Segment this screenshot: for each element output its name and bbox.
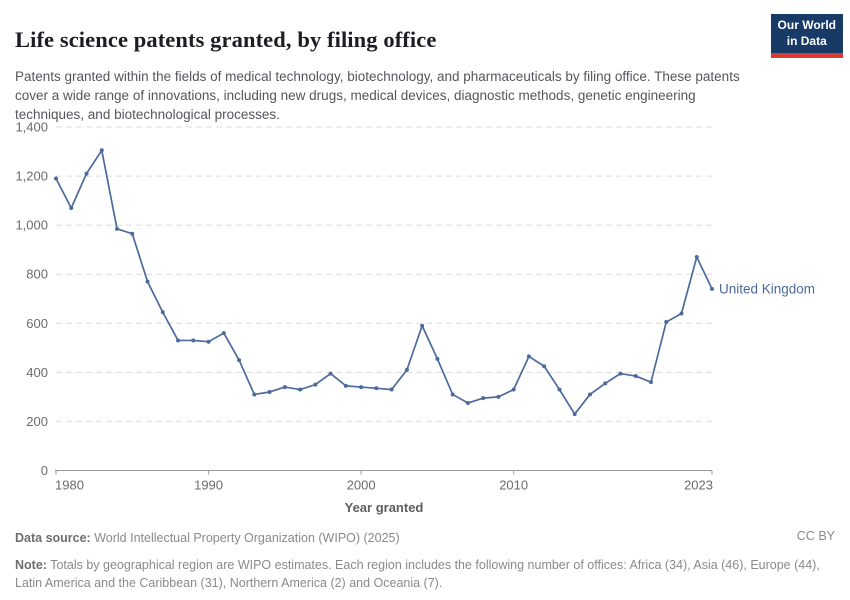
series-label: United Kingdom: [719, 281, 815, 296]
data-point: [328, 371, 333, 376]
data-point: [313, 382, 318, 387]
data-source-line: Data source: World Intellectual Property…: [15, 529, 837, 547]
y-axis-tick-label: 800: [26, 267, 48, 282]
data-point: [84, 171, 89, 176]
data-point: [572, 412, 577, 417]
license-link[interactable]: CC BY: [796, 529, 835, 543]
y-axis-tick-label: 0: [41, 463, 48, 478]
data-point: [511, 387, 516, 392]
data-point: [160, 310, 165, 315]
data-point: [633, 374, 638, 379]
data-point: [343, 383, 348, 388]
data-point: [435, 356, 440, 361]
data-point: [679, 311, 684, 316]
y-axis-tick-label: 1,200: [15, 169, 48, 184]
data-point: [359, 385, 364, 390]
data-point: [145, 279, 150, 284]
data-point: [389, 387, 394, 392]
data-point: [710, 286, 714, 291]
y-axis-tick-label: 200: [26, 414, 48, 429]
data-point: [587, 392, 592, 397]
chart-footer: Data source: World Intellectual Property…: [15, 529, 837, 592]
data-point: [267, 389, 272, 394]
y-axis-tick-label: 1,400: [15, 120, 48, 135]
data-point: [618, 371, 623, 376]
y-axis-tick-label: 400: [26, 365, 48, 380]
x-axis-title: Year granted: [345, 500, 424, 515]
data-point: [115, 226, 120, 231]
data-point: [526, 354, 531, 359]
x-axis-tick-label: 2023: [684, 478, 713, 493]
data-point: [648, 380, 653, 385]
data-point: [664, 320, 669, 325]
data-point: [603, 381, 608, 386]
data-point: [557, 387, 562, 392]
data-source-text: World Intellectual Property Organization…: [90, 531, 400, 545]
data-point: [282, 385, 287, 390]
data-point: [496, 394, 501, 399]
data-point: [465, 401, 470, 406]
note-label: Note:: [15, 558, 47, 573]
data-point: [69, 205, 74, 210]
page-title: Life science patents granted, by filing …: [15, 27, 437, 53]
y-axis-tick-label: 600: [26, 316, 48, 331]
data-point: [221, 331, 226, 336]
owid-logo-line2: in Data: [786, 33, 827, 48]
y-axis-tick-label: 1,000: [15, 218, 48, 233]
chart-subtitle: Patents granted within the fields of med…: [15, 68, 740, 123]
data-point: [450, 392, 455, 397]
data-point: [99, 148, 104, 153]
data-point: [481, 396, 486, 401]
data-point: [252, 392, 257, 397]
note-line: Note: Totals by geographical region are …: [15, 556, 837, 592]
x-axis-tick-label: 1990: [194, 478, 223, 493]
data-point: [420, 323, 425, 328]
owid-logo[interactable]: Our World in Data: [770, 14, 843, 59]
data-point: [374, 386, 379, 391]
data-source-label: Data source:: [15, 531, 91, 545]
x-axis-tick-label: 2000: [347, 478, 376, 493]
x-axis-tick-label: 1980: [55, 478, 84, 493]
data-point: [542, 364, 547, 369]
data-point: [298, 387, 303, 392]
line-series: [55, 149, 713, 415]
owid-logo-line1: Our World: [777, 18, 836, 32]
data-point: [130, 231, 135, 236]
data-point: [237, 358, 242, 363]
x-axis-tick-label: 2010: [499, 478, 528, 493]
data-point: [404, 367, 409, 372]
data-point: [54, 176, 58, 181]
data-point: [176, 338, 181, 343]
data-point: [191, 338, 196, 343]
note-text: Totals by geographical region are WIPO e…: [15, 558, 820, 591]
data-point: [694, 255, 699, 260]
data-point: [206, 339, 211, 344]
